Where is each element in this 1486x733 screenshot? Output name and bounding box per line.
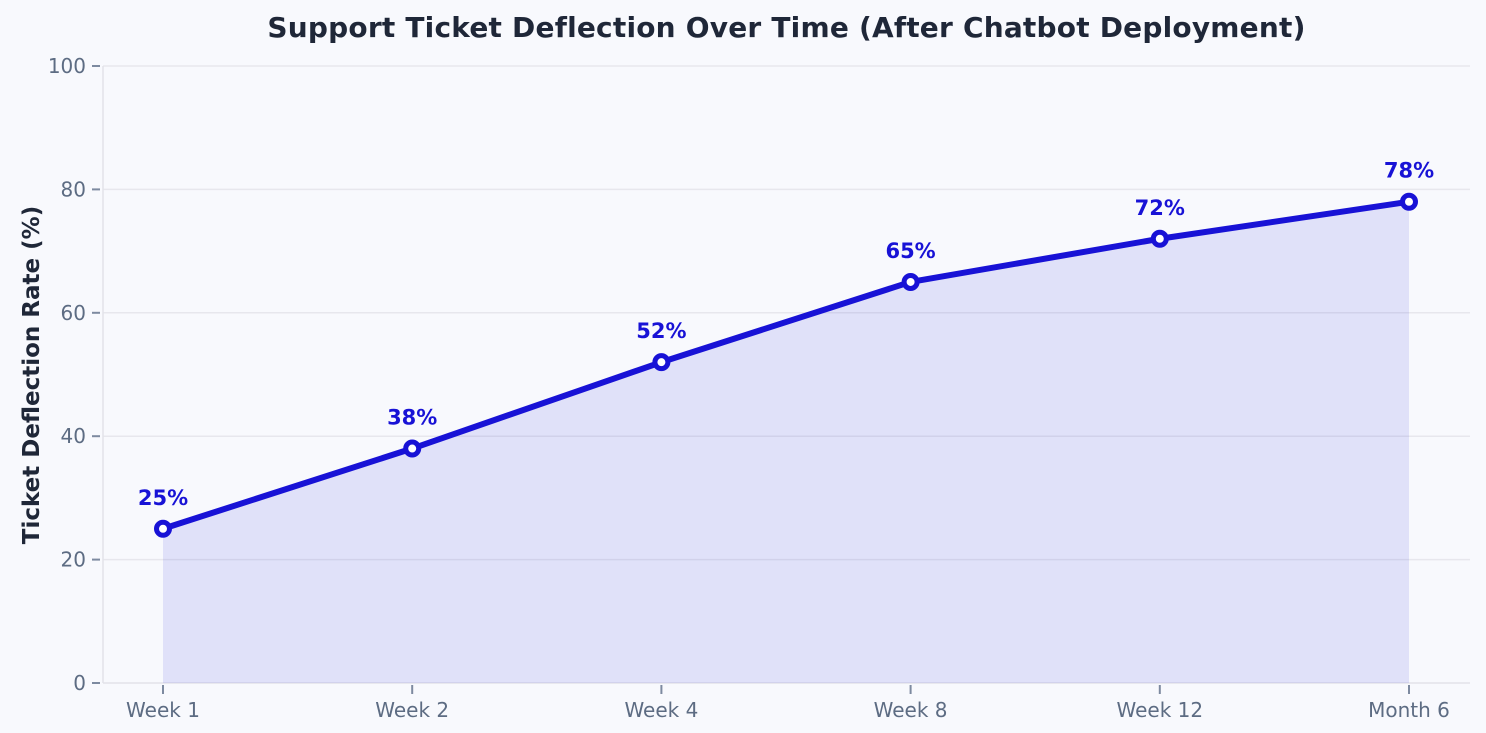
data-line <box>160 198 1412 532</box>
y-tick-label: 40 <box>61 424 86 448</box>
y-tick-label: 80 <box>61 177 86 201</box>
x-tick-label: Week 12 <box>1116 698 1203 722</box>
data-point-label: 25% <box>138 486 188 510</box>
data-point-marker <box>1400 192 1418 211</box>
y-tick-label: 60 <box>61 301 86 325</box>
x-tick-label: Month 6 <box>1368 698 1450 722</box>
x-tick-label: Week 2 <box>375 698 449 722</box>
x-tick-label: Week 1 <box>126 698 200 722</box>
chart-title: Support Ticket Deflection Over Time (Aft… <box>267 11 1306 44</box>
data-point-marker <box>403 439 422 458</box>
x-tick-label: Week 8 <box>874 698 948 722</box>
y-tick-label: 100 <box>48 54 86 78</box>
y-tick-label: 20 <box>61 548 86 572</box>
data-point-label: 52% <box>636 319 686 343</box>
data-point-label: 65% <box>885 239 935 263</box>
data-point-label: 72% <box>1135 196 1185 220</box>
data-point-marker <box>901 272 920 291</box>
data-point-marker <box>154 519 172 538</box>
data-point-marker <box>1150 229 1169 248</box>
data-point-marker <box>652 353 671 372</box>
data-point-label: 38% <box>387 406 437 430</box>
area-fill <box>163 201 1409 684</box>
x-tick-label: Week 4 <box>624 698 698 722</box>
data-point-label: 78% <box>1384 159 1434 183</box>
y-tick-label: 0 <box>73 671 86 695</box>
